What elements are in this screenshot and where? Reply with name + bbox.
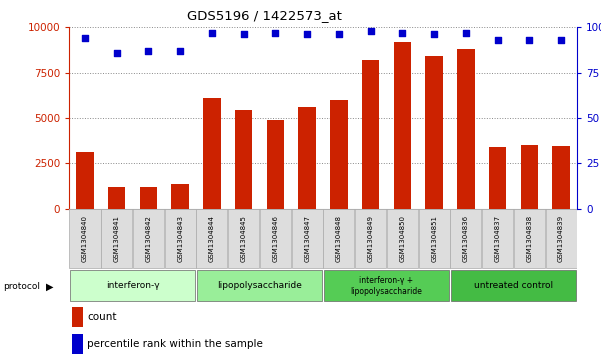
- Bar: [228, 209, 259, 268]
- Bar: [546, 209, 576, 268]
- Bar: [451, 270, 576, 301]
- Bar: [291, 209, 323, 268]
- Point: [112, 50, 121, 56]
- Point: [144, 48, 153, 54]
- Bar: [552, 146, 570, 209]
- Point: [207, 30, 217, 36]
- Bar: [362, 60, 379, 209]
- Bar: [394, 42, 411, 209]
- Bar: [101, 209, 132, 268]
- Text: GSM1304838: GSM1304838: [526, 215, 532, 262]
- Bar: [457, 49, 475, 209]
- Bar: [133, 209, 164, 268]
- Bar: [387, 209, 418, 268]
- Point: [175, 48, 185, 54]
- Bar: [267, 120, 284, 209]
- Text: protocol: protocol: [3, 282, 40, 291]
- Point: [302, 32, 312, 37]
- Bar: [520, 145, 538, 209]
- Text: GSM1304848: GSM1304848: [336, 215, 342, 262]
- Bar: [165, 209, 196, 268]
- Text: GSM1304843: GSM1304843: [177, 215, 183, 262]
- Point: [270, 30, 280, 36]
- Text: GSM1304836: GSM1304836: [463, 215, 469, 262]
- Bar: [489, 147, 506, 209]
- Text: GSM1304846: GSM1304846: [272, 215, 278, 262]
- Point: [80, 35, 90, 41]
- Bar: [76, 152, 94, 209]
- Text: percentile rank within the sample: percentile rank within the sample: [87, 339, 263, 349]
- Bar: [203, 98, 221, 209]
- Text: GSM1304842: GSM1304842: [145, 215, 151, 262]
- Text: GDS5196 / 1422573_at: GDS5196 / 1422573_at: [187, 9, 342, 22]
- Bar: [450, 209, 481, 268]
- Text: GSM1304840: GSM1304840: [82, 215, 88, 262]
- Text: GSM1304844: GSM1304844: [209, 215, 215, 262]
- Point: [461, 30, 471, 36]
- Text: interferon-γ +
lipopolysaccharide: interferon-γ + lipopolysaccharide: [350, 276, 423, 295]
- Bar: [330, 100, 347, 209]
- Point: [239, 32, 248, 37]
- Bar: [171, 184, 189, 209]
- Bar: [482, 209, 513, 268]
- Bar: [426, 56, 443, 209]
- Point: [334, 32, 344, 37]
- Bar: [355, 209, 386, 268]
- Text: GSM1304841: GSM1304841: [114, 215, 120, 262]
- Point: [493, 37, 502, 43]
- Text: GSM1304837: GSM1304837: [495, 215, 501, 262]
- Text: GSM1304845: GSM1304845: [240, 215, 246, 262]
- Bar: [260, 209, 291, 268]
- Bar: [514, 209, 545, 268]
- Bar: [140, 187, 157, 209]
- Bar: [323, 209, 355, 268]
- Bar: [324, 270, 450, 301]
- Text: interferon-γ: interferon-γ: [106, 281, 159, 290]
- Bar: [108, 187, 126, 209]
- Text: ▶: ▶: [46, 282, 53, 292]
- Point: [366, 28, 376, 34]
- Bar: [70, 209, 100, 268]
- Text: GSM1304851: GSM1304851: [431, 215, 437, 262]
- Bar: [70, 270, 195, 301]
- Text: GSM1304849: GSM1304849: [368, 215, 374, 262]
- Text: untreated control: untreated control: [474, 281, 553, 290]
- Text: count: count: [87, 312, 117, 322]
- Text: lipopolysaccharide: lipopolysaccharide: [217, 281, 302, 290]
- Point: [429, 32, 439, 37]
- Point: [525, 37, 534, 43]
- Bar: [197, 209, 228, 268]
- Bar: [299, 107, 316, 209]
- Point: [557, 37, 566, 43]
- Text: GSM1304850: GSM1304850: [400, 215, 406, 262]
- Bar: [235, 110, 252, 209]
- Text: GSM1304839: GSM1304839: [558, 215, 564, 262]
- Bar: [418, 209, 450, 268]
- Point: [398, 30, 407, 36]
- Text: GSM1304847: GSM1304847: [304, 215, 310, 262]
- Bar: [197, 270, 322, 301]
